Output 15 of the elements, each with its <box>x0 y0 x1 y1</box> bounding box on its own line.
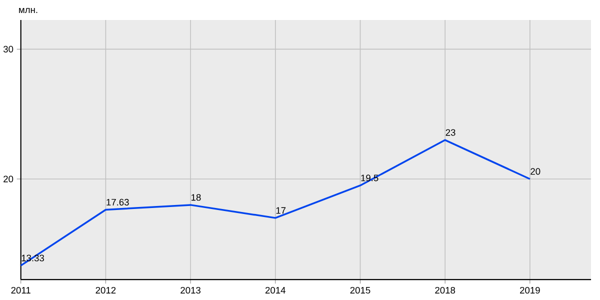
data-label: 18 <box>192 194 201 201</box>
x-tick-label: 2012 <box>96 287 116 294</box>
y-axis-title: млн. <box>19 8 38 14</box>
line-series <box>20 139 531 267</box>
data-label: 17 <box>276 207 286 214</box>
x-tick-label: 2018 <box>435 287 456 294</box>
x-tick-label: 2013 <box>180 287 200 294</box>
x-tick-label: 2011 <box>11 287 30 294</box>
data-label: 17.63 <box>106 199 129 206</box>
x-tick-label: 2014 <box>265 287 286 294</box>
data-label: 23 <box>446 129 456 136</box>
y-tick-label: 30 <box>3 46 14 53</box>
x-tick-label: 2015 <box>350 287 370 294</box>
data-label: 20 <box>530 168 540 175</box>
x-tick-label: 2019 <box>520 287 540 294</box>
